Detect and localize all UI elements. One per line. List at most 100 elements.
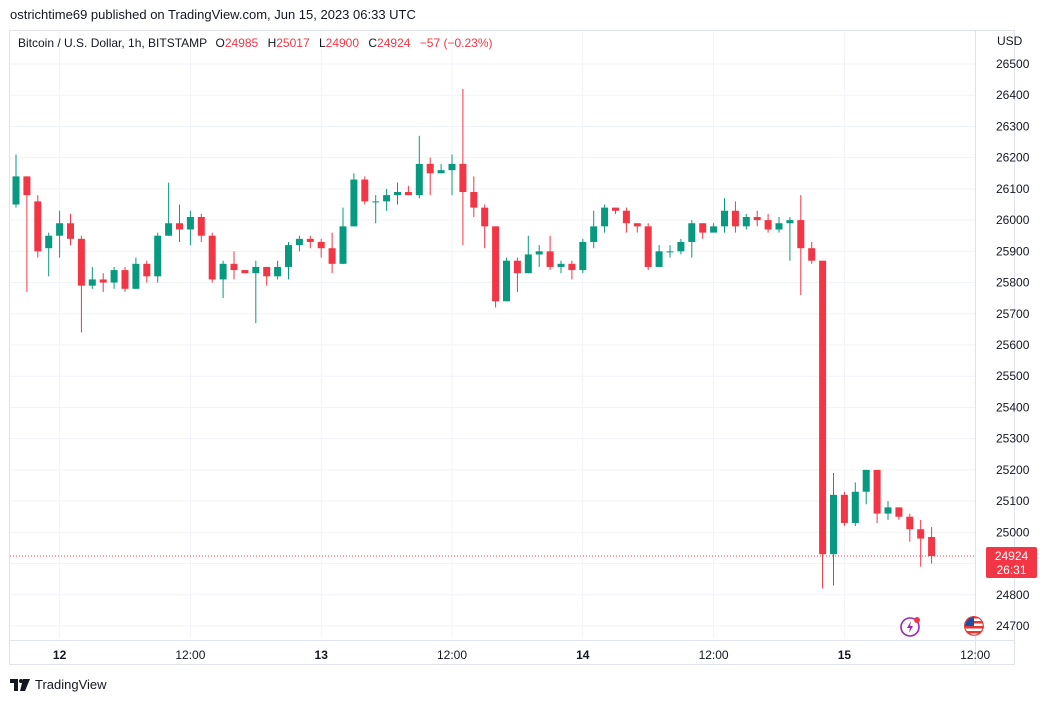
- candle[interactable]: [579, 238, 587, 274]
- candle[interactable]: [176, 204, 183, 242]
- candle[interactable]: [644, 223, 652, 271]
- candle[interactable]: [917, 519, 925, 567]
- candle[interactable]: [23, 176, 31, 292]
- candle[interactable]: [361, 176, 369, 205]
- candle[interactable]: [328, 232, 336, 274]
- candle-body: [742, 216, 750, 227]
- candle[interactable]: [775, 216, 783, 233]
- candle[interactable]: [415, 135, 423, 199]
- candle-body: [470, 192, 478, 208]
- candle[interactable]: [426, 157, 434, 196]
- candle[interactable]: [688, 220, 696, 258]
- candle[interactable]: [895, 507, 903, 520]
- candle[interactable]: [263, 266, 271, 286]
- candle[interactable]: [241, 270, 249, 274]
- candle[interactable]: [666, 245, 674, 258]
- candle[interactable]: [503, 257, 510, 302]
- candle[interactable]: [492, 226, 500, 308]
- candle[interactable]: [34, 195, 42, 258]
- high-value: 25017: [276, 36, 310, 50]
- candle[interactable]: [121, 266, 129, 292]
- candle[interactable]: [45, 232, 53, 277]
- candle[interactable]: [132, 257, 140, 289]
- candle[interactable]: [437, 163, 445, 174]
- candle[interactable]: [77, 235, 85, 333]
- candle[interactable]: [731, 201, 739, 233]
- candle[interactable]: [633, 223, 641, 233]
- candle[interactable]: [143, 260, 151, 283]
- candle[interactable]: [601, 204, 609, 233]
- candle[interactable]: [830, 473, 837, 586]
- candle[interactable]: [67, 213, 74, 246]
- candle[interactable]: [459, 88, 467, 246]
- candle[interactable]: [535, 245, 543, 267]
- candle[interactable]: [786, 216, 794, 261]
- candle[interactable]: [186, 210, 194, 246]
- candle[interactable]: [197, 213, 205, 242]
- candle[interactable]: [546, 235, 554, 271]
- candle[interactable]: [99, 273, 107, 292]
- candle[interactable]: [12, 154, 20, 208]
- candle[interactable]: [928, 527, 936, 564]
- candle[interactable]: [394, 182, 401, 205]
- candle[interactable]: [110, 266, 118, 289]
- candle[interactable]: [306, 235, 314, 249]
- candle[interactable]: [285, 241, 292, 280]
- candle[interactable]: [274, 260, 282, 280]
- candle[interactable]: [840, 491, 848, 527]
- candle[interactable]: [350, 173, 358, 227]
- candle[interactable]: [764, 213, 772, 233]
- candle[interactable]: [339, 207, 347, 264]
- candle[interactable]: [165, 182, 173, 236]
- time-tick-label: 15: [838, 648, 852, 662]
- candle[interactable]: [612, 207, 619, 214]
- candle[interactable]: [906, 513, 914, 542]
- candle[interactable]: [317, 238, 325, 258]
- candle[interactable]: [797, 195, 805, 296]
- candle[interactable]: [295, 235, 303, 252]
- candle[interactable]: [622, 207, 630, 233]
- candle[interactable]: [208, 232, 216, 283]
- candle[interactable]: [568, 260, 576, 280]
- candle[interactable]: [699, 223, 707, 239]
- candle[interactable]: [873, 469, 881, 523]
- candle[interactable]: [404, 185, 412, 196]
- price-tick-label: 25500: [996, 369, 1030, 383]
- bar-countdown: 26:31: [996, 563, 1027, 577]
- candle[interactable]: [884, 501, 892, 520]
- candle[interactable]: [56, 210, 64, 258]
- footer-brand[interactable]: TradingView: [10, 677, 107, 692]
- candle[interactable]: [557, 260, 565, 274]
- candle[interactable]: [383, 188, 391, 211]
- candle[interactable]: [154, 232, 162, 283]
- lightning-icon[interactable]: [900, 616, 920, 637]
- candle[interactable]: [230, 251, 238, 280]
- candle[interactable]: [819, 260, 827, 589]
- candle[interactable]: [481, 204, 489, 249]
- candle[interactable]: [252, 260, 260, 324]
- candles: [12, 88, 936, 589]
- candle[interactable]: [721, 198, 728, 233]
- candle-body: [219, 263, 227, 280]
- candle-body: [535, 251, 543, 255]
- candle[interactable]: [851, 482, 859, 527]
- candle[interactable]: [590, 210, 598, 249]
- symbol-legend[interactable]: Bitcoin / U.S. Dollar, 1h, BITSTAMP O249…: [18, 36, 492, 50]
- candle[interactable]: [862, 469, 870, 505]
- candle[interactable]: [808, 241, 816, 264]
- us-flag-icon[interactable]: [964, 616, 984, 636]
- candle[interactable]: [753, 210, 761, 227]
- candle[interactable]: [710, 223, 718, 233]
- candle[interactable]: [88, 266, 96, 289]
- candle[interactable]: [524, 235, 532, 274]
- candle[interactable]: [677, 238, 685, 255]
- candle[interactable]: [513, 257, 521, 292]
- candle[interactable]: [655, 245, 663, 267]
- candle[interactable]: [448, 154, 456, 196]
- candle[interactable]: [219, 260, 227, 299]
- currency-label[interactable]: USD: [997, 34, 1023, 48]
- candle[interactable]: [470, 176, 478, 217]
- candle[interactable]: [742, 213, 750, 230]
- candle[interactable]: [372, 195, 380, 224]
